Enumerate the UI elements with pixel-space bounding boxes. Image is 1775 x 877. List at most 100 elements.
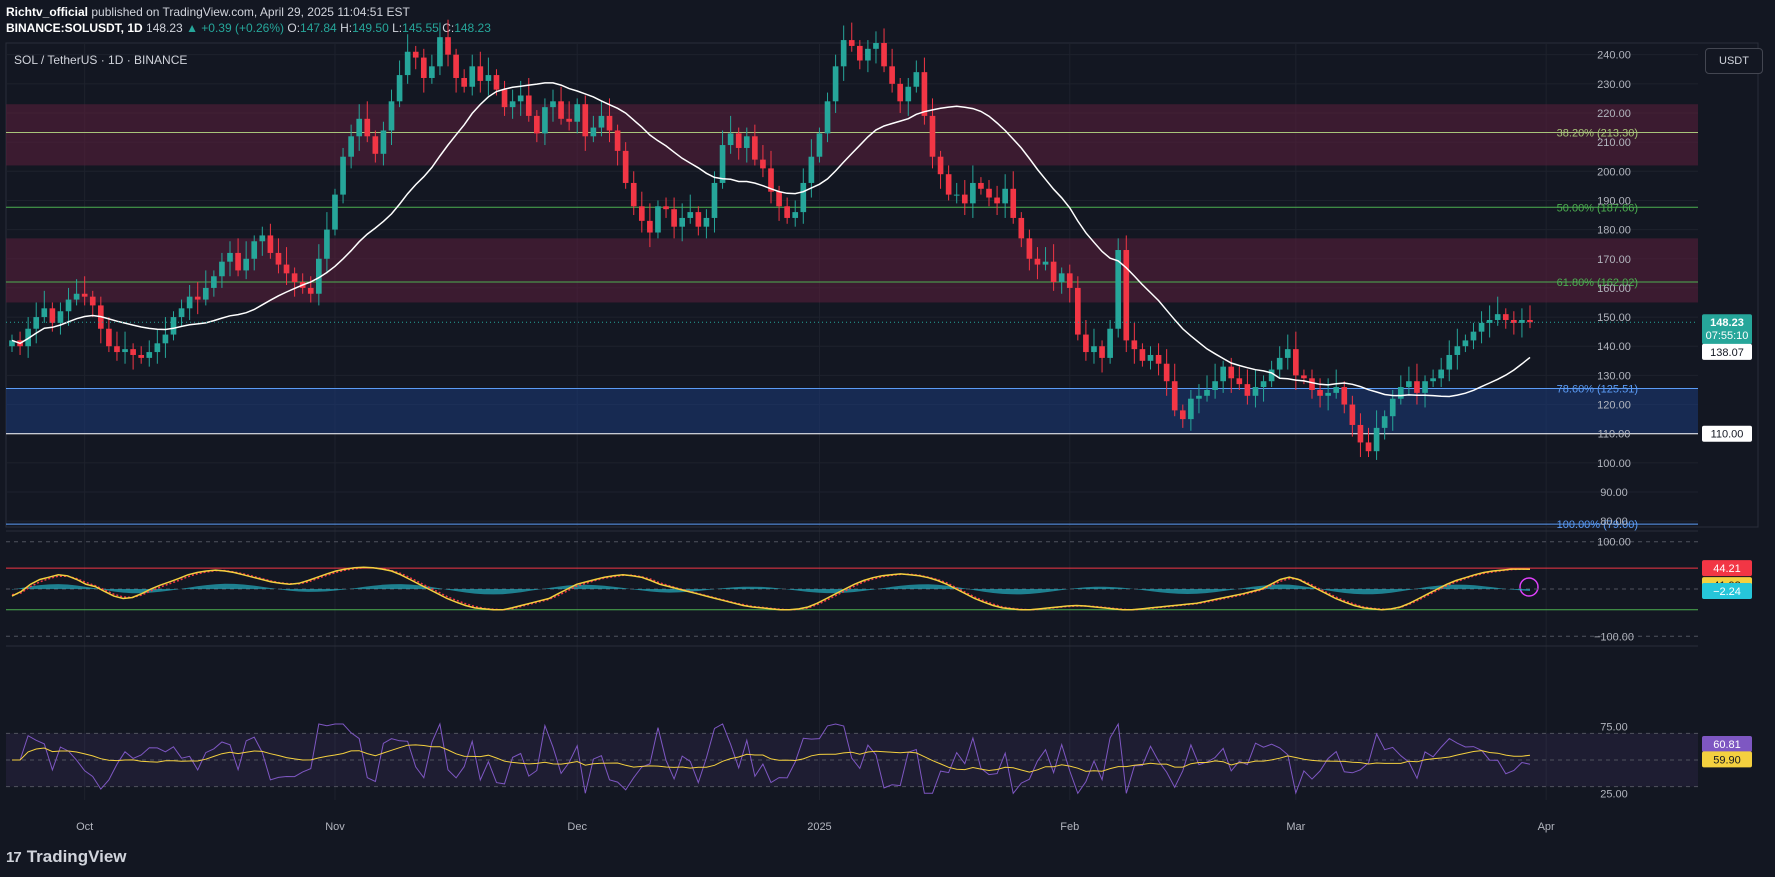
zone-middle	[6, 238, 1698, 303]
price-tick-label: 120.00	[1597, 400, 1631, 412]
candle	[9, 340, 15, 347]
candle	[1397, 387, 1404, 399]
osc1-value-tag	[1702, 583, 1752, 599]
change-text: ▲ +0.39 (+0.26%)	[186, 21, 285, 35]
price-tick-label: 160.00	[1597, 283, 1631, 295]
price-tick-label: 110.00	[1598, 429, 1631, 441]
candle	[1422, 381, 1428, 393]
x-axis-label: Nov	[325, 821, 345, 833]
candle	[211, 276, 217, 288]
candle	[913, 72, 920, 87]
candle	[1244, 384, 1251, 396]
x-axis-label: Mar	[1286, 821, 1305, 833]
candle	[461, 77, 467, 87]
candle	[501, 89, 508, 108]
price-tick-label: 180.00	[1597, 225, 1631, 237]
currency-button[interactable]: USDT	[1705, 48, 1763, 74]
price-tick-label: 220.00	[1597, 108, 1631, 120]
candle	[1276, 357, 1283, 370]
candle	[816, 133, 823, 157]
candle	[1171, 381, 1178, 411]
candle	[235, 252, 241, 271]
candle	[1446, 354, 1453, 370]
zone-upper	[6, 104, 1698, 166]
candle	[1333, 387, 1340, 393]
osc2-value-label: 60.81	[1713, 739, 1741, 751]
candle	[752, 136, 758, 160]
candle	[388, 101, 395, 131]
candle	[986, 188, 992, 198]
high-label: H:	[340, 21, 353, 35]
chart-title: SOL / TetherUS · 1D · BINANCE	[14, 53, 187, 67]
candle	[727, 133, 734, 146]
candle	[1454, 346, 1461, 355]
candle	[1301, 375, 1307, 379]
candle	[251, 241, 258, 259]
candle	[1179, 410, 1186, 420]
price-tick-label: 190.00	[1597, 195, 1631, 207]
ma-value-tag-label: 138.07	[1710, 347, 1744, 359]
price-tick-label: 100.00	[1597, 458, 1631, 470]
candle	[1010, 188, 1017, 218]
tradingview-logo[interactable]: 17 TradingView	[6, 847, 127, 867]
candle	[800, 182, 807, 213]
candle	[1381, 416, 1388, 428]
candle	[1155, 354, 1162, 364]
candle	[1131, 340, 1138, 350]
osc2-band	[6, 733, 1698, 787]
candle	[348, 136, 354, 157]
candle	[590, 127, 597, 137]
price-tick-label: 170.00	[1597, 254, 1631, 266]
candle	[582, 104, 589, 137]
candle	[889, 66, 895, 84]
fib-label: 78.60% (125.51)	[1557, 383, 1638, 395]
candle	[1317, 389, 1323, 396]
price-tick-label: 230.00	[1597, 79, 1631, 91]
candle	[114, 346, 120, 353]
countdown-label: 07:55:10	[1706, 330, 1749, 342]
candle	[1502, 314, 1509, 320]
candle	[929, 115, 936, 157]
candle	[1147, 354, 1154, 361]
high-value: 149.50	[352, 21, 389, 35]
candle	[404, 51, 411, 76]
candle	[1438, 369, 1445, 379]
candle	[178, 308, 185, 318]
ma-value-tag	[1702, 343, 1752, 360]
zone-lower	[6, 388, 1698, 434]
candle	[267, 235, 274, 253]
candle	[1163, 363, 1170, 382]
candle	[1349, 404, 1356, 425]
candle	[25, 328, 31, 347]
candle	[420, 57, 427, 78]
support-tag-label: 110.00	[1711, 429, 1744, 441]
candle	[1220, 366, 1226, 382]
candle	[1430, 378, 1436, 382]
candle	[647, 220, 653, 233]
candle	[566, 118, 572, 122]
candle	[1066, 273, 1073, 288]
candle	[509, 101, 516, 108]
candle	[73, 293, 80, 300]
candle	[994, 197, 1000, 204]
candle	[638, 206, 645, 221]
candle	[429, 66, 435, 78]
candle	[848, 40, 855, 46]
candle	[719, 145, 726, 183]
candle	[840, 40, 847, 67]
candle	[49, 308, 56, 323]
low-label: L:	[392, 21, 403, 35]
candle	[332, 194, 338, 230]
candle	[776, 191, 782, 207]
osc2-tick-label: 25.00	[1600, 788, 1628, 800]
open-value: 147.84	[300, 21, 337, 35]
author-name[interactable]: Richtv_official	[6, 5, 89, 19]
candle	[622, 150, 629, 183]
candle	[517, 95, 524, 102]
candle	[283, 264, 290, 274]
osc1-tick-label: 100.00	[1597, 537, 1631, 549]
candle	[695, 212, 702, 227]
candle	[711, 182, 718, 218]
candle	[1075, 287, 1081, 335]
